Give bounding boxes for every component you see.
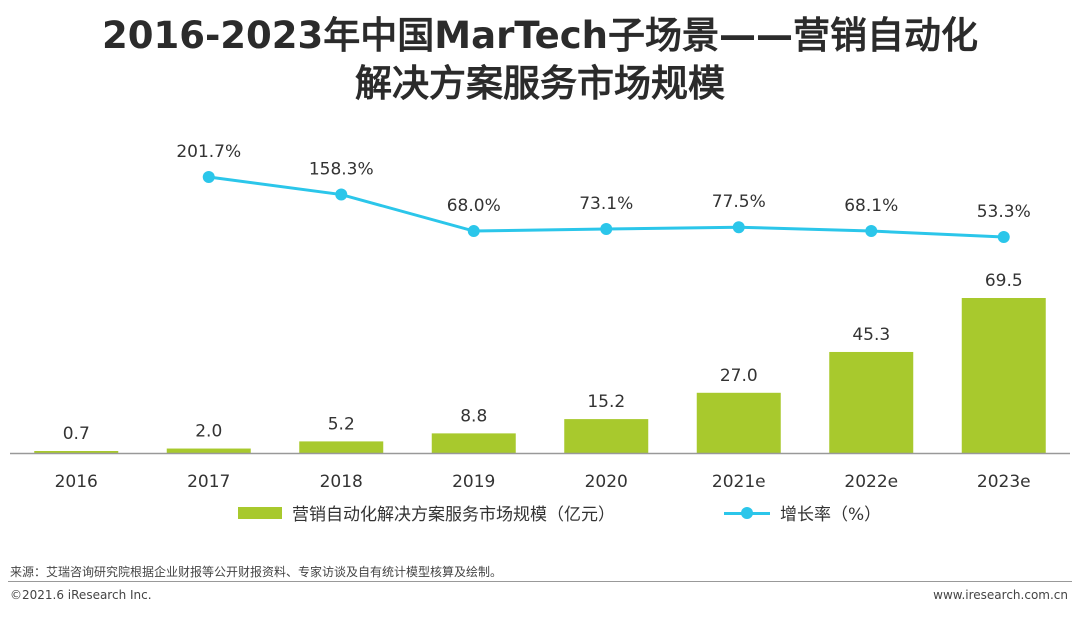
x-tick-2018: 2018 xyxy=(320,472,363,492)
legend-line-label: 增长率（%） xyxy=(780,505,882,525)
bar-2022e xyxy=(829,351,914,453)
growth-point-2020 xyxy=(600,222,613,235)
growth-point-2017 xyxy=(202,171,215,183)
growth-label-2019: 68.0% xyxy=(447,196,501,216)
growth-label-2022e: 68.1% xyxy=(844,196,898,216)
growth-point-2021e xyxy=(732,221,745,234)
chart-title: 2016-2023年中国MarTech子场景——营销自动化 解决方案服务市场规模 xyxy=(0,12,1080,108)
bar-label-2017: 2.0 xyxy=(195,422,222,442)
legend: 营销自动化解决方案服务市场规模（亿元） 增长率（%） xyxy=(0,500,1080,530)
growth-label-2018: 158.3% xyxy=(309,160,374,180)
x-tick-2022e: 2022e xyxy=(844,472,898,492)
bar-label-2023e: 69.5 xyxy=(985,271,1023,291)
x-tick-2019: 2019 xyxy=(452,472,495,492)
growth-label-2020: 73.1% xyxy=(579,194,633,214)
x-tick-2021e: 2021e xyxy=(712,472,766,492)
bar-2021e xyxy=(696,392,781,453)
growth-label-2017: 201.7% xyxy=(176,142,241,162)
bar-label-2016: 0.7 xyxy=(63,424,90,444)
bar-label-2020: 15.2 xyxy=(587,392,625,412)
title-line-2: 解决方案服务市场规模 xyxy=(355,62,725,105)
legend-bar-label: 营销自动化解决方案服务市场规模（亿元） xyxy=(292,505,615,525)
growth-label-2023e: 53.3% xyxy=(977,202,1031,222)
source-note: 来源：艾瑞咨询研究院根据企业财报等公开财报资料、专家访谈及自有统计模型核算及绘制… xyxy=(10,565,503,579)
bar-label-2021e: 27.0 xyxy=(720,366,758,386)
x-tick-2020: 2020 xyxy=(585,472,628,492)
copyright: ©2021.6 iResearch Inc. xyxy=(10,588,152,602)
legend-line-swatch xyxy=(724,506,770,520)
legend-item-bar: 营销自动化解决方案服务市场规模（亿元） xyxy=(238,500,615,525)
bar-2016 xyxy=(34,451,119,453)
growth-label-2021e: 77.5% xyxy=(712,192,766,212)
growth-point-2018 xyxy=(335,188,348,201)
bar-label-2022e: 45.3 xyxy=(852,325,890,345)
bar-2018 xyxy=(299,441,384,453)
footer-divider xyxy=(8,581,1072,582)
bar-2020 xyxy=(564,419,649,453)
x-tick-2023e: 2023e xyxy=(977,472,1031,492)
bar-2019 xyxy=(431,433,516,453)
legend-bar-swatch xyxy=(238,506,282,519)
bar-2023e xyxy=(961,298,1046,453)
chart-area: 0.7 2016 2.0 2017 5.2 2018 8.8 2019 15.2 2020 27.0… xyxy=(10,142,1070,492)
x-tick-2016: 2016 xyxy=(55,472,98,492)
growth-point-2019 xyxy=(467,225,480,238)
growth-point-2023e xyxy=(997,231,1010,243)
legend-item-line: 增长率（%） xyxy=(724,500,881,525)
bar-label-2019: 8.8 xyxy=(460,406,487,426)
bar-2017 xyxy=(166,448,251,453)
website-link[interactable]: www.iresearch.com.cn xyxy=(933,588,1068,602)
growth-point-2022e xyxy=(865,225,878,238)
title-line-1: 2016-2023年中国MarTech子场景——营销自动化 xyxy=(101,14,979,57)
bar-label-2018: 5.2 xyxy=(328,414,355,434)
x-tick-2017: 2017 xyxy=(187,472,230,492)
